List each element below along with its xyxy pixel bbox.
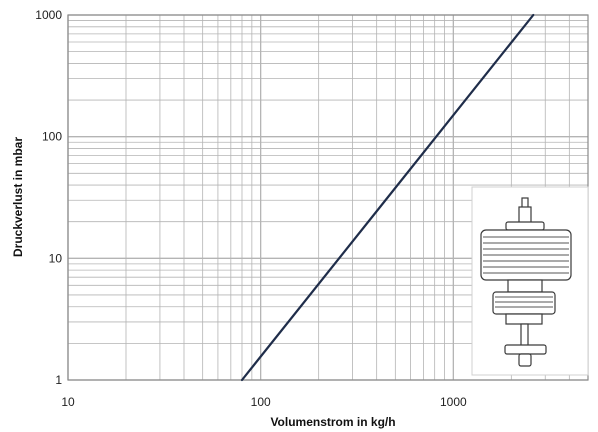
tick-labels: 10 100 1000 1 10 100 1000 (35, 8, 467, 409)
y-tick-label: 10 (49, 251, 63, 265)
y-tick-label: 1000 (35, 8, 62, 22)
y-axis-title: Druckverlust in mbar (11, 137, 25, 257)
x-tick-label: 100 (251, 395, 271, 409)
x-tick-label: 10 (61, 395, 75, 409)
x-tick-label: 1000 (440, 395, 467, 409)
x-axis-title: Volumenstrom in kg/h (270, 415, 395, 429)
y-tick-label: 1 (55, 373, 62, 387)
series-line (240, 13, 535, 382)
y-tick-label: 100 (42, 130, 62, 144)
series-layer (240, 13, 535, 382)
valve-illustration (471, 186, 589, 376)
